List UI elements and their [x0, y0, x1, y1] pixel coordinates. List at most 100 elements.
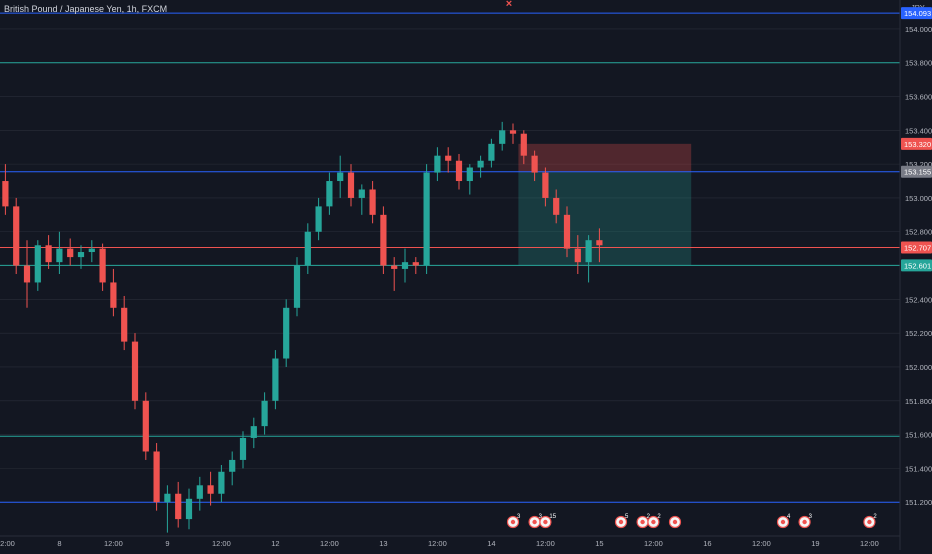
- candle[interactable]: [585, 235, 592, 283]
- y-tick-label: 153.800: [905, 59, 932, 68]
- candle[interactable]: [121, 295, 128, 351]
- candle-body: [563, 214, 571, 249]
- candle[interactable]: [455, 153, 463, 190]
- candle[interactable]: [347, 164, 355, 207]
- candle[interactable]: [509, 123, 517, 144]
- event-marker-icon[interactable]: 4: [776, 514, 792, 529]
- candle[interactable]: [369, 181, 376, 224]
- candle[interactable]: [153, 443, 160, 511]
- event-marker-icon[interactable]: 3: [506, 514, 522, 529]
- candle[interactable]: [13, 197, 20, 274]
- candle[interactable]: [196, 476, 203, 511]
- candle[interactable]: [67, 238, 74, 266]
- candle[interactable]: [293, 257, 301, 317]
- candle-body: [164, 493, 171, 503]
- candle-body: [142, 400, 149, 452]
- price-label-tag: 152.601: [901, 259, 932, 272]
- candle[interactable]: [423, 164, 430, 274]
- event-marker-icon[interactable]: 3: [798, 514, 813, 529]
- candle[interactable]: [23, 240, 31, 308]
- candle[interactable]: [175, 481, 182, 528]
- candle[interactable]: [337, 155, 344, 198]
- x-tick-label: 8: [57, 539, 61, 548]
- event-marker-icon[interactable]: 15: [539, 514, 557, 529]
- candle-body: [110, 282, 117, 308]
- candle[interactable]: [99, 243, 106, 291]
- candle[interactable]: [434, 147, 441, 182]
- candle[interactable]: [164, 485, 171, 533]
- candle[interactable]: [261, 392, 268, 435]
- candle[interactable]: [542, 167, 549, 207]
- candle-body: [229, 459, 236, 472]
- candle[interactable]: [358, 184, 365, 215]
- candle-body: [412, 262, 419, 266]
- grid-lines: [0, 28, 900, 503]
- candle[interactable]: [477, 155, 484, 178]
- candle[interactable]: [250, 417, 257, 449]
- event-marker-icon[interactable]: 2: [863, 514, 878, 529]
- candle[interactable]: [239, 431, 247, 469]
- event-marker-icon[interactable]: 2: [636, 514, 651, 529]
- candle[interactable]: [466, 164, 473, 195]
- horizontal-lines: [0, 12, 900, 503]
- candle-body: [531, 155, 538, 173]
- candle[interactable]: [272, 350, 279, 410]
- candle[interactable]: [315, 197, 322, 241]
- stop-loss-zone[interactable]: [518, 143, 692, 172]
- candle[interactable]: [229, 451, 236, 486]
- y-tick-label: 151.800: [905, 397, 932, 406]
- candle[interactable]: [142, 392, 149, 460]
- candle[interactable]: [574, 235, 581, 274]
- price-label-text: 152.707: [904, 243, 931, 252]
- candle[interactable]: [77, 245, 85, 269]
- candle[interactable]: [596, 228, 603, 263]
- candle[interactable]: [185, 488, 193, 530]
- event-marker-icon[interactable]: [668, 515, 682, 529]
- candle[interactable]: [499, 121, 506, 151]
- candle[interactable]: [553, 189, 560, 224]
- y-tick-label: 154.000: [905, 25, 932, 34]
- event-marker-icon[interactable]: 5: [614, 514, 630, 529]
- candle[interactable]: [218, 465, 225, 503]
- candle-body: [250, 426, 257, 438]
- y-tick-label: 151.200: [905, 498, 932, 507]
- price-label-bg: [901, 137, 932, 150]
- candle[interactable]: [391, 257, 398, 291]
- candle-body: [131, 341, 139, 401]
- event-count-label: 5: [625, 514, 629, 520]
- candle[interactable]: [56, 231, 63, 274]
- candle[interactable]: [283, 299, 290, 367]
- event-count-label: 2: [873, 514, 877, 520]
- candle[interactable]: [380, 206, 387, 274]
- candle[interactable]: [110, 268, 117, 317]
- x-tick-label: 12: [271, 539, 279, 548]
- candle[interactable]: [131, 333, 139, 410]
- candle[interactable]: [488, 138, 495, 168]
- candle[interactable]: [445, 147, 452, 173]
- event-marker-dot: [867, 519, 872, 525]
- candle[interactable]: [88, 240, 95, 263]
- candle[interactable]: [304, 223, 311, 274]
- candle[interactable]: [531, 150, 538, 182]
- candle[interactable]: [45, 235, 52, 269]
- candle-body: [99, 248, 106, 283]
- candle[interactable]: [412, 257, 419, 274]
- candle[interactable]: [34, 240, 41, 291]
- candle-body: [67, 248, 74, 258]
- event-marker-dot: [780, 519, 786, 525]
- close-marker-icon[interactable]: ×: [506, 0, 512, 10]
- candle[interactable]: [326, 172, 333, 215]
- candle[interactable]: [2, 164, 9, 215]
- candle-body: [466, 167, 473, 182]
- price-label-tag: 153.155: [901, 165, 932, 178]
- candle-body: [23, 265, 31, 283]
- candle[interactable]: [207, 471, 214, 506]
- event-marker-icon[interactable]: 2: [647, 514, 662, 529]
- candle[interactable]: [520, 130, 527, 165]
- candle[interactable]: [401, 248, 409, 283]
- event-count-label: 2: [647, 514, 651, 520]
- candle[interactable]: [563, 206, 571, 258]
